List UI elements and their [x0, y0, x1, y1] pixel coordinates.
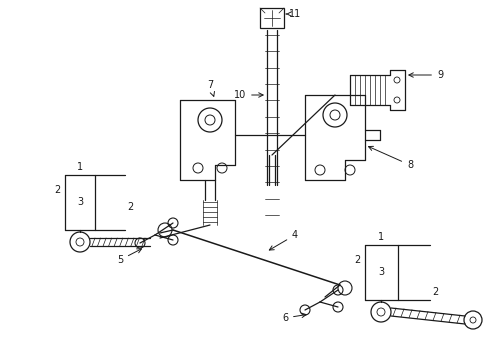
Text: 3: 3	[77, 197, 83, 207]
Text: 2: 2	[127, 202, 133, 212]
Text: 11: 11	[286, 9, 301, 19]
Text: 1: 1	[77, 162, 83, 172]
Text: 2: 2	[432, 287, 438, 297]
Text: 5: 5	[117, 249, 142, 265]
Text: 2: 2	[354, 255, 360, 265]
Text: 7: 7	[207, 80, 215, 96]
Text: 9: 9	[409, 70, 443, 80]
Text: 3: 3	[378, 267, 384, 277]
Text: 1: 1	[378, 232, 384, 242]
Text: 2: 2	[54, 185, 60, 195]
Text: 10: 10	[234, 90, 263, 100]
Text: 8: 8	[368, 147, 413, 170]
Text: 4: 4	[270, 230, 298, 250]
Text: 6: 6	[282, 313, 306, 323]
